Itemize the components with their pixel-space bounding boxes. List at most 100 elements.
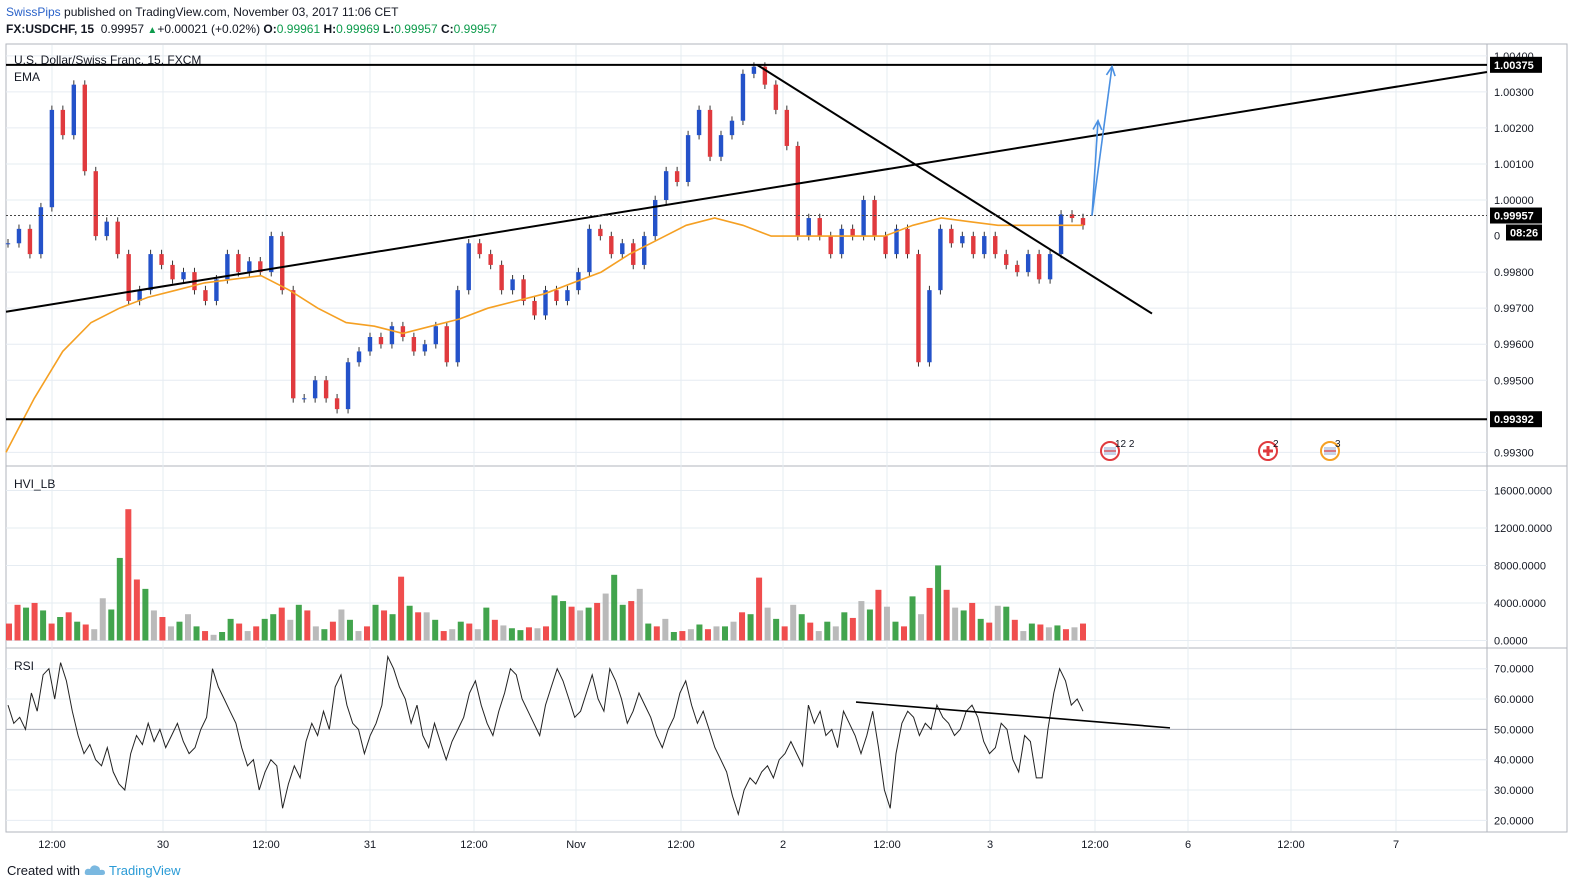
trendline	[756, 63, 1153, 315]
volume-bar	[1062, 629, 1069, 641]
volume-bar	[91, 629, 98, 641]
volume-bar	[909, 596, 916, 641]
volume-bar	[670, 632, 677, 641]
candle-body	[905, 228, 910, 255]
rsi-tick-label: 30.0000	[1494, 785, 1534, 797]
price-tick-label: 0.99800	[1494, 267, 1534, 279]
high-value: 0.99969	[336, 22, 380, 36]
candle-body	[422, 344, 428, 352]
candle-body	[400, 326, 406, 338]
low-value: 0.99957	[394, 22, 438, 36]
candle-body	[817, 218, 822, 237]
volume-tick-label: 0.0000	[1494, 635, 1528, 647]
candle-body	[214, 279, 219, 301]
volume-bar	[1028, 623, 1035, 641]
volume-title: HVI_LB	[14, 477, 55, 491]
created-with-text: Created with	[7, 863, 80, 878]
volume-bar	[747, 614, 754, 641]
candle-body	[49, 109, 55, 208]
volume-bar	[74, 621, 81, 641]
x-tick-label: 12:00	[667, 839, 695, 851]
volume-bar	[253, 626, 260, 641]
volume-bar	[1020, 631, 1027, 641]
price-tick-label: 1.00300	[1494, 87, 1534, 99]
arrow-head	[1092, 118, 1103, 131]
candle-body	[488, 254, 493, 265]
candle-body	[411, 337, 417, 352]
volume-bar	[261, 618, 268, 641]
candle-body	[312, 380, 318, 399]
author-link[interactable]: SwissPips	[6, 5, 61, 19]
rsi-tick-label: 70.0000	[1494, 664, 1534, 676]
candle-body	[301, 398, 307, 400]
volume-bar	[1045, 627, 1052, 641]
volume-bar	[1080, 623, 1086, 641]
volume-bar	[568, 606, 575, 641]
volume-bar	[466, 623, 473, 641]
candle-body	[389, 326, 395, 345]
volume-bar	[977, 618, 984, 641]
volume-bar	[364, 626, 370, 641]
candle-body	[707, 109, 713, 157]
x-tick-label: 12:00	[1081, 839, 1109, 851]
volume-bar	[517, 630, 524, 641]
level-badge	[1490, 411, 1542, 428]
volume-bar	[57, 617, 64, 641]
volume-bar	[295, 604, 302, 641]
candle-body	[115, 221, 120, 255]
volume-bar	[926, 587, 933, 641]
event-count: 3	[1335, 439, 1341, 450]
candle-body	[323, 380, 329, 399]
volume-bar	[14, 604, 21, 641]
rsi-tick-label: 20.0000	[1494, 815, 1534, 827]
level-badge	[1490, 56, 1542, 73]
volume-bar	[185, 614, 191, 641]
volume-bar	[202, 631, 209, 641]
price-tick-label: 0	[1494, 231, 1500, 243]
volume-bar	[645, 623, 652, 641]
volume-bar	[474, 629, 481, 641]
candle-body	[762, 66, 768, 85]
volume-bar	[628, 601, 635, 641]
rsi-tick-label: 40.0000	[1494, 755, 1534, 767]
candle-body	[60, 109, 66, 136]
ema-line	[5, 217, 1083, 453]
candle-body	[554, 290, 559, 301]
volume-bar	[23, 607, 30, 641]
volume-bar	[969, 602, 976, 641]
volume-bar	[704, 629, 711, 641]
last-price: 0.99957	[100, 22, 145, 36]
x-tick-label: 30	[157, 839, 169, 851]
event-count: 2	[1273, 439, 1279, 450]
candle-body	[883, 236, 888, 255]
volume-bar	[560, 601, 567, 641]
x-tick-label: 12:00	[460, 839, 488, 851]
candle-body	[499, 264, 504, 291]
volume-bar	[346, 619, 353, 641]
volume-bar	[687, 629, 694, 641]
candle-body	[71, 84, 77, 136]
candle-body	[663, 171, 669, 201]
high-label: H:	[323, 22, 337, 36]
candle-body	[455, 290, 460, 363]
candle-body	[225, 254, 230, 280]
volume-bar	[167, 626, 174, 641]
symbol-label: FX:USDCHF, 15	[6, 22, 95, 36]
tradingview-link[interactable]: TradingView	[109, 863, 181, 878]
last-price-label: 0.99957	[1494, 211, 1534, 223]
volume-bar	[935, 565, 942, 641]
candle-body	[1014, 264, 1020, 273]
candle-body	[1004, 254, 1009, 265]
candle-body	[718, 135, 724, 157]
volume-bar	[722, 626, 728, 641]
volume-bar	[312, 626, 319, 641]
candle-body	[773, 84, 779, 110]
candle-body	[203, 290, 208, 301]
candle-body	[609, 236, 614, 255]
candle-body	[1025, 254, 1031, 273]
candle-body	[170, 264, 175, 280]
candle-body	[247, 261, 252, 273]
volume-bar	[133, 579, 140, 641]
us-flag-icon	[1320, 441, 1340, 461]
